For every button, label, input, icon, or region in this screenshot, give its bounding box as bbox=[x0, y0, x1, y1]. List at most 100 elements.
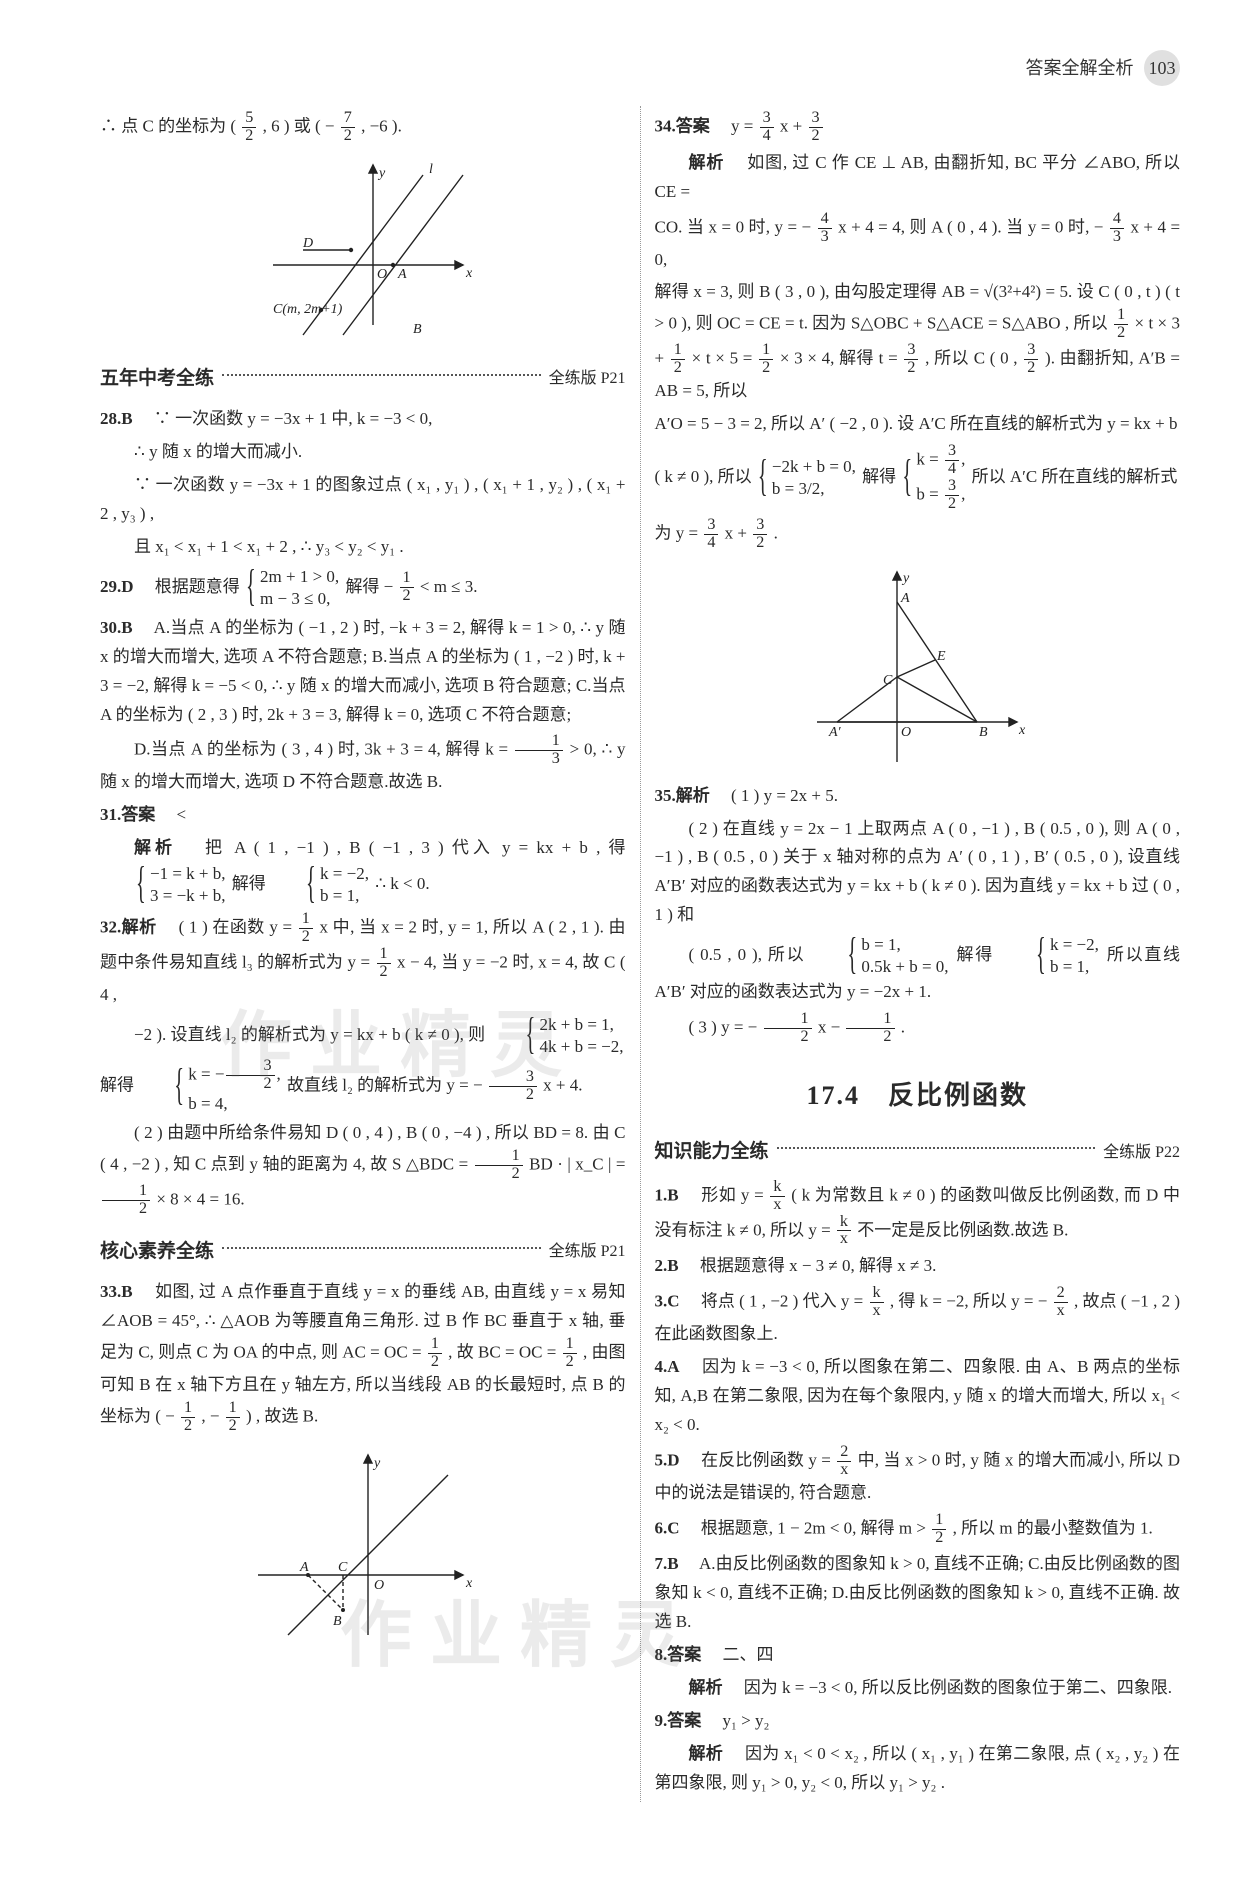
text: 将点 ( 1 , −2 ) 代入 y = bbox=[701, 1292, 863, 1311]
q-number: 1.B bbox=[655, 1185, 679, 1204]
svg-text:B: B bbox=[333, 1614, 342, 1629]
text: , 6 ) 或 ( − bbox=[263, 116, 335, 135]
text: 把 A ( 1 , −1 ) , B ( −1 , 3 ) 代入 y = kx … bbox=[205, 838, 626, 857]
r9-work: 解析 因为 x₁ < 0 < x₂ , 所以 ( x₁ , y₁ ) 在第二象限… bbox=[655, 1740, 1181, 1798]
frac: kx bbox=[770, 1179, 784, 1214]
answer: 二、四 bbox=[723, 1645, 774, 1664]
svg-text:B: B bbox=[413, 322, 422, 337]
dot-leader bbox=[777, 1147, 1096, 1149]
svg-text:x: x bbox=[465, 266, 473, 281]
section-knowledge: 知识能力全练 全练版 P22 bbox=[655, 1136, 1181, 1168]
text: ( k ≠ 0 ), 所以 bbox=[655, 467, 752, 486]
left-column: ∴ 点 C 的坐标为 ( 52 , 6 ) 或 ( − 72 , −6 ). y… bbox=[100, 106, 641, 1802]
section-title: 核心素养全练 bbox=[100, 1236, 214, 1268]
section-title: 五年中考全练 bbox=[100, 363, 214, 395]
r3: 3.C 将点 ( 1 , −2 ) 代入 y = kx , 得 k = −2, … bbox=[655, 1285, 1181, 1349]
svg-text:l: l bbox=[429, 162, 433, 177]
frac: 12 bbox=[377, 946, 391, 981]
text: x + 4 = 4, 则 A ( 0 , 4 ). 当 y = 0 时, − bbox=[838, 217, 1103, 236]
r8: 8.答案 二、四 bbox=[655, 1641, 1181, 1670]
q29: 29.D 根据题意得 2m + 1 > 0, m − 3 ≤ 0, 解得 − 1… bbox=[100, 566, 626, 610]
svg-text:O: O bbox=[901, 725, 911, 740]
q-number: 9.答案 bbox=[655, 1711, 702, 1730]
text: 如图, 过 C 作 CE ⊥ AB, 由翻折知, BC 平分 ∠ABO, 所以 … bbox=[655, 153, 1181, 201]
frac: 12 bbox=[764, 1011, 812, 1046]
q34-work: 解析 如图, 过 C 作 CE ⊥ AB, 由翻折知, BC 平分 ∠ABO, … bbox=[655, 149, 1181, 207]
q-number: 30.B bbox=[100, 618, 133, 637]
frac: 12 bbox=[226, 1400, 240, 1435]
text: , 所以 C ( 0 , bbox=[925, 349, 1017, 368]
text: x + bbox=[780, 116, 802, 135]
text: y = bbox=[731, 116, 753, 135]
svg-text:C(m, 2m+1): C(m, 2m+1) bbox=[273, 302, 343, 317]
q30: 30.B A.当点 A 的坐标为 ( −1 , 2 ) 时, −k + 3 = … bbox=[100, 614, 626, 730]
brace: k = 34, b = 32, bbox=[902, 443, 965, 513]
text: . bbox=[774, 523, 778, 542]
text: 因为 k = −3 < 0, 所以图象在第二、四象限. 由 A、B 两点的坐标知… bbox=[655, 1357, 1181, 1434]
frac: 13 bbox=[515, 733, 563, 768]
text: 根据题意得 bbox=[155, 577, 240, 596]
frac: 32 bbox=[1024, 342, 1038, 377]
text: × t × 5 = bbox=[692, 349, 753, 368]
section-5year: 五年中考全练 全练版 P21 bbox=[100, 363, 626, 395]
q28: 28.B ∵ 一次函数 y = −3x + 1 中, k = −3 < 0, bbox=[100, 405, 626, 434]
text: CO. 当 x = 0 时, y = − bbox=[655, 217, 812, 236]
text: ∵ 一次函数 y = −3x + 1 中, k = −3 < 0, bbox=[154, 409, 433, 428]
frac: 34 bbox=[760, 110, 774, 145]
q-number: 35.解析 bbox=[655, 786, 710, 805]
frac: 12 bbox=[102, 1183, 150, 1218]
q34-p3: 解得 x = 3, 则 B ( 3 , 0 ), 由勾股定理得 AB = √(3… bbox=[655, 278, 1181, 406]
label: 解析 bbox=[689, 1678, 723, 1697]
q34-p2: CO. 当 x = 0 时, y = − 43 x + 4 = 4, 则 A (… bbox=[655, 211, 1181, 275]
brace: 2k + b = 1, 4k + b = −2, bbox=[491, 1014, 623, 1058]
c-coord-line: ∴ 点 C 的坐标为 ( 52 , 6 ) 或 ( − 72 , −6 ). bbox=[100, 110, 626, 145]
text: , −6 ). bbox=[361, 116, 402, 135]
frac: 43 bbox=[818, 211, 832, 246]
brace: 2m + 1 > 0, m − 3 ≤ 0, bbox=[246, 566, 339, 610]
page-ref: 全练版 P22 bbox=[1103, 1139, 1180, 1166]
svg-text:A′: A′ bbox=[828, 725, 842, 740]
frac: kx bbox=[837, 1214, 851, 1249]
text: 解得 bbox=[862, 467, 896, 486]
frac: 12 bbox=[846, 1011, 894, 1046]
text: × 8 × 4 = 16. bbox=[156, 1189, 244, 1208]
text: 故直线 l₂ 的解析式为 y = − bbox=[287, 1075, 483, 1094]
text: 根据题意得 x − 3 ≠ 0, 解得 x ≠ 3. bbox=[700, 1256, 937, 1275]
text: A.当点 A 的坐标为 ( −1 , 2 ) 时, −k + 3 = 2, 解得… bbox=[100, 618, 626, 724]
svg-text:A: A bbox=[397, 267, 407, 282]
text: , 得 k = −2, 所以 y = − bbox=[890, 1292, 1048, 1311]
q-number: 8.答案 bbox=[655, 1645, 702, 1664]
q32b: −2 ). 设直线 l₂ 的解析式为 y = kx + b ( k ≠ 0 ),… bbox=[100, 1014, 626, 1115]
r9: 9.答案 y₁ > y₂ bbox=[655, 1707, 1181, 1736]
answer: < bbox=[177, 805, 187, 824]
svg-text:x: x bbox=[465, 1576, 473, 1591]
q33: 33.B 如图, 过 A 点作垂直于直线 y = x 的垂线 AB, 由直线 y… bbox=[100, 1278, 626, 1434]
svg-text:x: x bbox=[1018, 723, 1026, 738]
brace: b = 1, 0.5k + b = 0, bbox=[813, 934, 948, 978]
svg-text:y: y bbox=[377, 166, 386, 181]
diagram-c-point: yl x OA D C(m, 2m+1) B bbox=[243, 155, 483, 345]
text: 所以 A′C 所在直线的解析式 bbox=[972, 467, 1178, 486]
text: ( 3 ) y = − bbox=[689, 1018, 758, 1037]
page-ref: 全练版 P21 bbox=[549, 365, 626, 392]
q-number: 29.D bbox=[100, 577, 134, 596]
diagram-q34: yx O AA′ B CE bbox=[807, 562, 1027, 772]
text: 不一定是反比例函数.故选 B. bbox=[857, 1220, 1068, 1239]
frac: 12 bbox=[671, 342, 685, 377]
text: A.由反比例函数的图象知 k > 0, 直线不正确; C.由反比例函数的图象知 … bbox=[655, 1554, 1181, 1631]
r8-work: 解析 因为 k = −3 < 0, 所以反比例函数的图象位于第二、四象限. bbox=[655, 1674, 1181, 1703]
section-core: 核心素养全练 全练版 P21 bbox=[100, 1236, 626, 1268]
text: 解得 bbox=[232, 874, 266, 893]
text: x − bbox=[818, 1018, 840, 1037]
text: BD · | x_C | = bbox=[529, 1154, 625, 1173]
text: x + 4. bbox=[543, 1075, 582, 1094]
text: ( 2 ) 在直线 y = 2x − 1 上取两点 A ( 0 , −1 ) ,… bbox=[655, 815, 1181, 931]
frac: 2x bbox=[1054, 1285, 1068, 1320]
text: 为 y = bbox=[655, 523, 699, 542]
q35-3: ( 3 ) y = − 12 x − 12 . bbox=[655, 1011, 1181, 1046]
diagram-q33: yx O AC B bbox=[248, 1445, 478, 1645]
frac: 12 bbox=[759, 342, 773, 377]
text: ∴ y 随 x 的增大而减小. bbox=[100, 438, 626, 467]
q31: 31.答案 < bbox=[100, 801, 626, 830]
svg-text:D: D bbox=[302, 236, 313, 251]
